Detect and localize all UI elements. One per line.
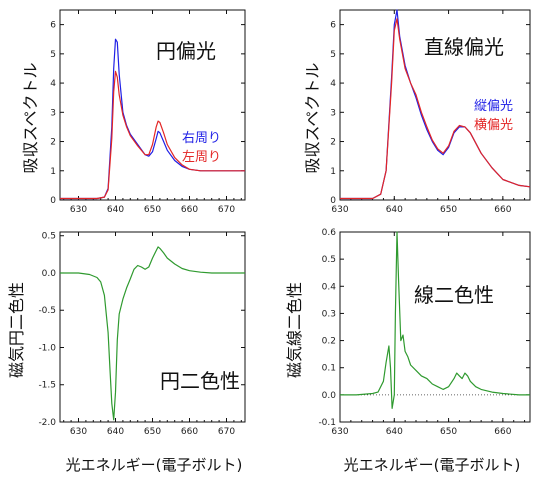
- panel-magnetic-linear-dichroism: 630 640 650 660 -0.1 0.0 0.1 0.2 0.3 0.4 0.5 0.6: [318, 228, 531, 437]
- panel-3-frame: [339, 231, 531, 423]
- panel-1-frame: [339, 9, 531, 201]
- panel-1-ylabel: 吸収スペクトル: [303, 63, 322, 174]
- panel-0-xtick-label: 630: [70, 205, 87, 215]
- panel-2-xtick-label: 640: [107, 427, 124, 437]
- panel-0-ytick-label: 5: [50, 50, 56, 60]
- panel-0-frame: [59, 9, 246, 201]
- panel-3-ytick-label: 0.3: [322, 309, 336, 319]
- panel-3-xtick-label: 630: [331, 427, 348, 437]
- panel-0-ytick-label: 0: [50, 196, 56, 206]
- panel-2-xtick-label: 650: [144, 427, 161, 437]
- panel-1-ytick-label: 5: [330, 50, 336, 60]
- panel-0-ylabel: 吸収スペクトル: [21, 63, 40, 174]
- panel-1-title-annotation: 直線偏光: [424, 35, 504, 59]
- panel-linear-absorption: 630 640 650 660 0 1 2 3 4 5 6: [330, 9, 531, 215]
- panel-1-ytick-label: 4: [330, 79, 336, 89]
- panel-0-xtick-label: 650: [144, 205, 161, 215]
- panel-1-series-1-line: [340, 18, 531, 200]
- legend-vertical-polarization: 縦偏光: [474, 99, 513, 114]
- panel-3-ytick-label: -0.1: [318, 418, 336, 428]
- panel-2-title-annotation: 円二色性: [160, 369, 240, 393]
- panel-1-xtick-label: 630: [331, 205, 348, 215]
- panel-0-ytick-label: 1: [50, 167, 56, 177]
- panel-1-xtick-label: 650: [440, 205, 457, 215]
- panel-3-ytick-label: 0.1: [322, 364, 336, 374]
- panel-2-ytick-label: -1.0: [38, 343, 56, 353]
- panel-0-ytick-label: 6: [50, 21, 56, 31]
- panel-0-title-annotation: 円偏光: [156, 39, 216, 63]
- panel-3-ytick-label: 0.5: [322, 255, 336, 265]
- panel-circular-absorption: 630 640 650 660 670 0 1 2 3 4 5 6: [50, 9, 246, 215]
- panel-magnetic-circular-dichroism: 630 640 650 660 670 -2.0 -1.5 -1.0 -0.5 0.0 0.5: [38, 231, 246, 437]
- panel-2-ytick-label: -2.0: [38, 418, 56, 428]
- legend-horizontal-polarization: 横偏光: [474, 118, 513, 133]
- panel-3-xlabel: 光エネルギー(電子ボルト): [344, 456, 521, 474]
- panel-3-title-annotation: 線二色性: [414, 283, 494, 307]
- legend-left-circular: 左周り: [182, 150, 221, 165]
- panel-2-ylabel: 磁気円二色性: [7, 282, 26, 378]
- panel-2-xtick-label: 670: [218, 427, 235, 437]
- legend-right-circular: 右周り: [182, 131, 221, 146]
- panel-3-ytick-label: 0.4: [322, 282, 337, 292]
- panel-1-ytick-label: 6: [330, 21, 336, 31]
- panel-0-series-0-line: [60, 38, 245, 200]
- panel-3-series-0-line: [340, 231, 530, 409]
- panel-2-series-0-line: [60, 246, 245, 421]
- panel-0-ytick-label: 3: [50, 108, 56, 118]
- panel-1-ytick-label: 3: [330, 108, 336, 118]
- panel-3-ylabel: 磁気線二色性: [285, 282, 304, 378]
- panel-0-ytick-label: 4: [50, 79, 56, 89]
- panel-2-ytick-label: 0.5: [42, 232, 56, 242]
- panel-1-ytick-label: 1: [330, 167, 336, 177]
- panel-2-ytick-label: -1.5: [38, 381, 56, 391]
- panel-1-xtick-label: 660: [494, 205, 511, 215]
- panel-3-ytick-label: 0.2: [322, 337, 336, 347]
- panel-1-ytick-label: 0: [330, 196, 336, 206]
- panel-0-xtick-label: 660: [181, 205, 198, 215]
- panel-2-xtick-label: 660: [181, 427, 198, 437]
- panel-0-xtick-label: 670: [218, 205, 235, 215]
- panel-3-xtick-label: 640: [386, 427, 403, 437]
- panel-1-xtick-label: 640: [386, 205, 403, 215]
- panel-2-xtick-label: 630: [70, 427, 87, 437]
- panel-2-ytick-label: -0.5: [38, 306, 56, 316]
- panel-3-xtick-label: 650: [440, 427, 457, 437]
- panel-1-ytick-label: 2: [330, 138, 336, 148]
- panel-3-xtick-label: 660: [494, 427, 511, 437]
- panel-3-ytick-label: 0.6: [322, 228, 337, 238]
- panel-2-frame: [59, 231, 246, 423]
- panel-0-xtick-label: 640: [107, 205, 124, 215]
- panel-2-xlabel: 光エネルギー(電子ボルト): [66, 456, 243, 474]
- panel-3-ytick-label: 0.0: [322, 391, 337, 401]
- panel-2-ytick-label: 0.0: [42, 269, 57, 279]
- panel-0-ytick-label: 2: [50, 138, 56, 148]
- panel-0-series-1-line: [60, 70, 245, 200]
